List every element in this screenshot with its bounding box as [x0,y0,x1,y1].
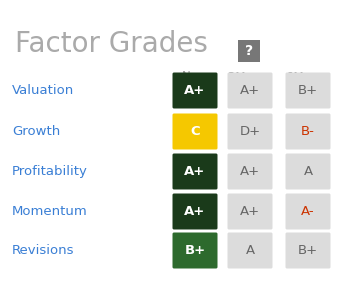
Text: Profitability: Profitability [12,165,88,178]
Text: Revisions: Revisions [12,244,74,257]
FancyBboxPatch shape [172,153,218,189]
FancyBboxPatch shape [172,114,218,150]
Text: B+: B+ [298,84,318,97]
Text: A+: A+ [240,205,260,218]
Text: A-: A- [301,205,315,218]
Text: B-: B- [301,125,315,138]
Text: A+: A+ [184,205,206,218]
FancyBboxPatch shape [227,153,272,189]
Text: A+: A+ [184,84,206,97]
FancyBboxPatch shape [285,232,331,268]
Text: B+: B+ [184,244,206,257]
FancyBboxPatch shape [172,73,218,109]
FancyBboxPatch shape [285,153,331,189]
Text: A: A [303,165,312,178]
Text: D+: D+ [239,125,260,138]
Text: 6M ago: 6M ago [286,71,330,83]
Text: Valuation: Valuation [12,84,74,97]
Text: C: C [190,125,200,138]
FancyBboxPatch shape [285,194,331,230]
FancyBboxPatch shape [285,114,331,150]
FancyBboxPatch shape [172,232,218,268]
FancyBboxPatch shape [285,73,331,109]
FancyBboxPatch shape [227,232,272,268]
FancyBboxPatch shape [227,73,272,109]
Text: B+: B+ [298,244,318,257]
FancyBboxPatch shape [238,40,260,62]
FancyBboxPatch shape [172,194,218,230]
Text: ?: ? [245,44,253,58]
Text: Growth: Growth [12,125,60,138]
Text: Now: Now [182,71,208,83]
Text: Factor Grades: Factor Grades [15,30,208,58]
FancyBboxPatch shape [227,114,272,150]
Text: Momentum: Momentum [12,205,88,218]
Text: A: A [245,244,254,257]
Text: A+: A+ [240,84,260,97]
Text: A+: A+ [240,165,260,178]
Text: 3M ago: 3M ago [229,71,272,83]
FancyBboxPatch shape [227,194,272,230]
Text: A+: A+ [184,165,206,178]
